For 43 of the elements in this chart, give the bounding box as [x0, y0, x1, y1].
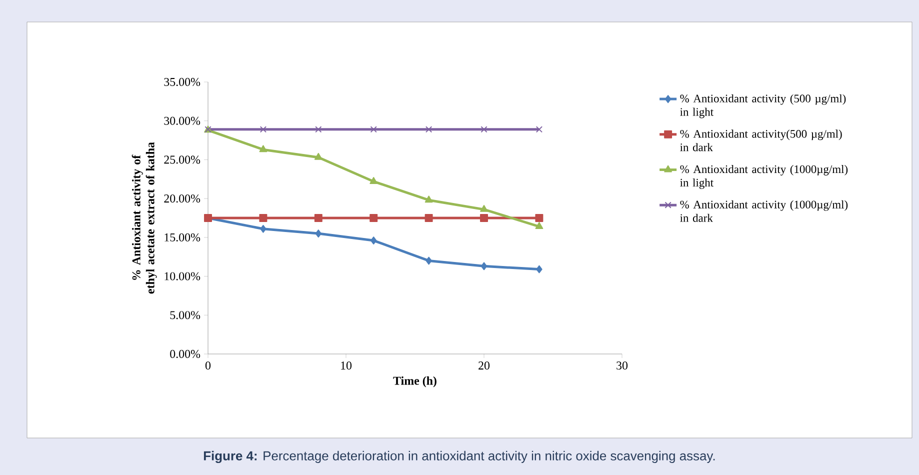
point	[480, 214, 488, 222]
point	[315, 230, 322, 238]
point	[314, 152, 322, 160]
point	[260, 224, 266, 233]
point	[260, 126, 267, 133]
point	[370, 236, 377, 245]
y-tick-label: 20.00%	[164, 194, 200, 203]
x-axis-title: Time (h)	[393, 376, 436, 388]
point	[370, 176, 378, 184]
point	[424, 196, 433, 203]
point	[315, 126, 322, 133]
point	[536, 265, 542, 274]
x-tick-label: 30	[616, 361, 628, 370]
y-tick-label: 25.00%	[164, 156, 200, 164]
y-tick-label: 0.00%	[170, 350, 200, 358]
text: Figure 4: Percentage deterioration in antioxidant activity in nitric oxide scavenging assay.	[204, 450, 715, 464]
point	[535, 222, 544, 230]
legend-label: % Antioxidant activity (500 µg/ml) in light	[680, 94, 846, 118]
x-tick-label: 0	[205, 361, 211, 370]
y-tick-label: 5.00%	[170, 311, 200, 320]
point	[370, 214, 378, 222]
x-tick-label: 10	[341, 361, 352, 370]
point	[535, 214, 544, 222]
point	[424, 214, 433, 222]
point	[259, 214, 268, 222]
legend-label: % Antioxidant activity (1000µg/ml) in dark	[680, 200, 848, 222]
x-tick-label: 20	[478, 361, 490, 370]
y-tick-label: 35.00%	[164, 78, 200, 86]
y-tick-label: 15.00%	[164, 233, 200, 242]
point	[426, 256, 432, 265]
point	[480, 126, 488, 133]
point	[536, 126, 543, 133]
point	[425, 126, 432, 133]
y-tick-label: 30.00%	[164, 116, 200, 125]
legend-label: % Antioxidant activity (1000µg/ml) in light	[680, 165, 848, 189]
point	[370, 126, 377, 133]
point	[259, 145, 268, 152]
point	[314, 214, 322, 222]
point	[480, 204, 488, 212]
y-axis-title: % Antioxiant activity of ethyl acetate extract of katha	[132, 142, 157, 294]
y-tick-label: 10.00%	[164, 272, 200, 280]
point	[480, 262, 488, 270]
legend-label: % Antioxidant activity(500 µg/ml) in dark	[680, 130, 842, 152]
